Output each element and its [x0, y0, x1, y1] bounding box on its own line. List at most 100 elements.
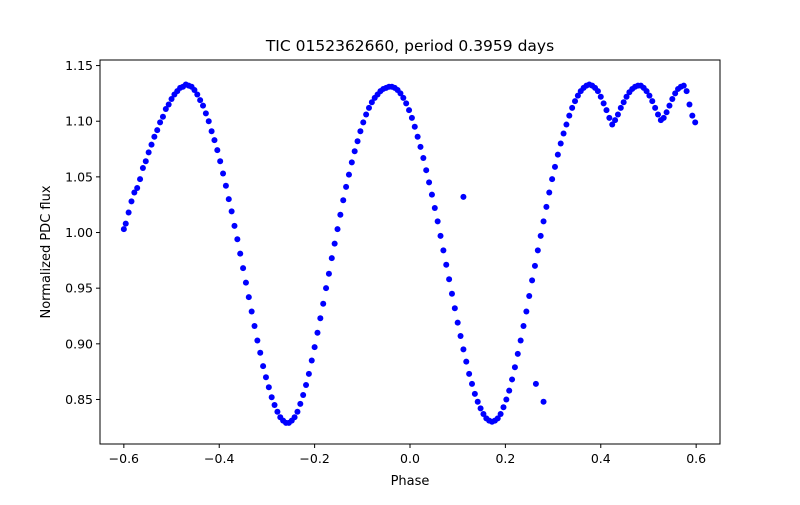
data-point: [526, 292, 533, 299]
data-point: [474, 398, 481, 405]
data-point: [343, 183, 350, 190]
data-point: [274, 408, 281, 415]
data-point: [446, 276, 453, 283]
data-point: [400, 94, 407, 101]
data-point: [340, 197, 347, 204]
data-point: [534, 247, 541, 254]
data-point: [494, 415, 501, 422]
data-point: [128, 198, 135, 205]
data-point: [225, 196, 232, 203]
data-point: [265, 384, 272, 391]
data-point: [655, 111, 661, 118]
data-point: [451, 305, 458, 312]
data-point: [300, 392, 307, 399]
data-point: [594, 88, 601, 95]
data-point: [139, 164, 146, 171]
data-point: [237, 250, 244, 257]
data-point: [154, 127, 161, 134]
data-point: [254, 337, 261, 344]
data-point: [480, 410, 487, 417]
data-point: [560, 130, 567, 137]
data-point: [686, 101, 693, 108]
data-point: [317, 315, 324, 322]
data-point: [517, 337, 524, 344]
data-point: [368, 99, 375, 106]
data-point: [403, 100, 410, 107]
data-point: [194, 91, 201, 98]
data-point: [325, 270, 332, 277]
data-point: [137, 176, 144, 183]
data-point: [551, 163, 558, 170]
data-point: [271, 402, 278, 409]
x-tick-label: −0.4: [204, 451, 234, 466]
data-point: [514, 350, 521, 357]
x-tick-label: 0.2: [495, 451, 515, 466]
data-point: [612, 117, 619, 124]
data-point: [165, 101, 172, 108]
data-point: [245, 294, 252, 301]
data-point: [228, 208, 235, 215]
data-point: [334, 226, 341, 233]
data-point: [122, 220, 129, 227]
data-point: [437, 232, 444, 239]
y-axis-label: Normalized PDC flux: [39, 185, 54, 318]
data-point: [448, 290, 455, 297]
data-point: [200, 102, 207, 109]
data-point: [540, 398, 547, 405]
data-point: [294, 408, 301, 415]
data-point: [159, 113, 166, 120]
data-point: [500, 404, 507, 411]
data-point: [549, 176, 556, 183]
data-point: [251, 323, 258, 330]
data-point: [151, 133, 158, 140]
data-point: [420, 154, 427, 161]
data-point: [134, 185, 141, 191]
data-point: [434, 218, 441, 225]
data-point: [331, 240, 338, 247]
data-point: [471, 390, 478, 397]
x-tick-label: 0.4: [591, 451, 611, 466]
data-point: [546, 189, 553, 196]
data-point: [217, 158, 224, 165]
data-point: [162, 105, 169, 112]
data-point: [623, 93, 630, 100]
data-point: [231, 222, 238, 229]
data-point: [466, 370, 473, 377]
data-point: [683, 88, 690, 95]
data-point: [311, 344, 318, 351]
data-point: [197, 97, 204, 104]
y-axis: 0.85 0.90 0.95 1.00 1.05 1.10 1.15: [65, 58, 100, 407]
data-point: [443, 261, 450, 268]
y-tick-label: 1.00: [65, 225, 93, 240]
data-point: [643, 88, 650, 95]
data-point: [620, 99, 627, 106]
data-point: [603, 107, 610, 114]
data-point: [557, 140, 564, 147]
data-point: [357, 128, 364, 135]
data-point: [145, 149, 152, 156]
data-point: [669, 95, 676, 102]
data-point: [191, 87, 198, 94]
data-point: [460, 346, 467, 353]
data-point: [202, 110, 209, 117]
data-point: [692, 119, 699, 126]
data-point: [148, 141, 155, 148]
data-point: [663, 109, 670, 116]
data-point: [463, 358, 470, 365]
data-point: [406, 107, 413, 114]
data-point: [572, 98, 579, 105]
data-point: [323, 285, 330, 292]
data-point: [680, 82, 687, 89]
data-point: [554, 151, 561, 158]
x-axis: −0.6 −0.4 −0.2 0.0 0.2 0.4 0.6: [109, 444, 706, 466]
data-point: [617, 104, 624, 111]
data-point: [328, 255, 335, 262]
data-point: [220, 170, 227, 177]
data-point: [532, 380, 539, 387]
data-point: [511, 364, 518, 371]
data-point: [523, 308, 530, 315]
data-point: [606, 114, 613, 121]
data-point: [337, 211, 344, 218]
data-point: [509, 376, 516, 383]
